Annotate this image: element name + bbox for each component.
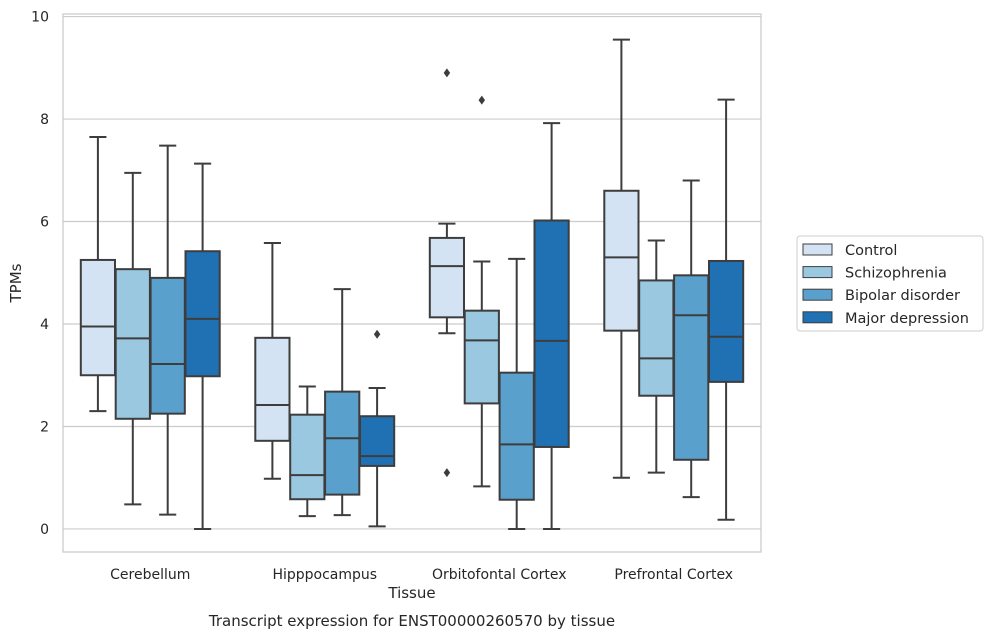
box-group [673, 179, 710, 499]
box-iqr [603, 189, 640, 332]
box-iqr [79, 258, 117, 377]
box-group [79, 135, 117, 413]
legend-swatch [802, 311, 833, 324]
box-group [603, 38, 640, 479]
legend-label: Bipolar disorder [845, 288, 960, 304]
box-group [149, 144, 186, 516]
box-iqr [707, 259, 745, 383]
legend-swatch [802, 288, 833, 301]
box-group [358, 329, 396, 528]
legend-label: Control [845, 243, 897, 259]
outlier-point [478, 95, 486, 105]
legend-swatch [802, 243, 833, 256]
box-iqr [358, 415, 396, 467]
y-tick-label: 4 [40, 317, 49, 333]
box-iqr [114, 268, 151, 420]
x-tick-label: Prefrontal Cortex [614, 567, 733, 583]
legend-label: Schizophrenia [845, 266, 947, 282]
boxes [79, 38, 745, 530]
box-iqr [254, 336, 291, 442]
box-iqr [428, 236, 466, 319]
box-group [254, 242, 291, 480]
chart-caption: Transcript expression for ENST0000026057… [208, 612, 615, 630]
box-iqr [533, 219, 570, 448]
box-group [114, 171, 151, 506]
box-group [184, 162, 221, 530]
y-tick-labels: 0 2 4 6 8 10 [31, 10, 49, 538]
box-group [533, 122, 570, 530]
y-tick-label: 10 [31, 10, 49, 26]
legend-frame [796, 235, 984, 332]
x-tick-label: Orbitofontal Cortex [432, 567, 567, 583]
outlier-point [443, 68, 451, 78]
box-iqr [324, 390, 361, 496]
y-tick-label: 6 [40, 215, 49, 231]
y-tick-label: 8 [40, 112, 49, 128]
y-tick-label: 0 [40, 522, 49, 538]
outlier-point [443, 468, 451, 478]
x-axis-title: Tissue [387, 584, 435, 602]
box-iqr [289, 413, 326, 501]
y-axis-title: TPMs [7, 263, 25, 303]
legend: Control Schizophrenia Bipolar disorder Majo… [796, 235, 984, 332]
box-iqr [184, 250, 221, 378]
legend-swatch [802, 266, 833, 279]
box-group [498, 257, 535, 530]
box-iqr [638, 279, 675, 397]
box-group [463, 95, 500, 488]
box-group [289, 385, 326, 518]
box-iqr [673, 274, 710, 461]
x-tick-label: Hipppocampus [272, 567, 377, 583]
box-iqr [463, 309, 500, 405]
box-group [707, 98, 745, 521]
box-group [428, 68, 466, 478]
x-tick-labels: Cerebellum Hipppocampus Orbitofontal Corte… [110, 567, 733, 583]
box-iqr [149, 276, 186, 415]
box-iqr [498, 371, 535, 501]
x-tick-label: Cerebellum [110, 567, 190, 583]
legend-label: Major depression [845, 311, 969, 327]
y-tick-label: 2 [40, 419, 49, 435]
outlier-point [373, 329, 381, 339]
plot-frame [62, 13, 762, 553]
